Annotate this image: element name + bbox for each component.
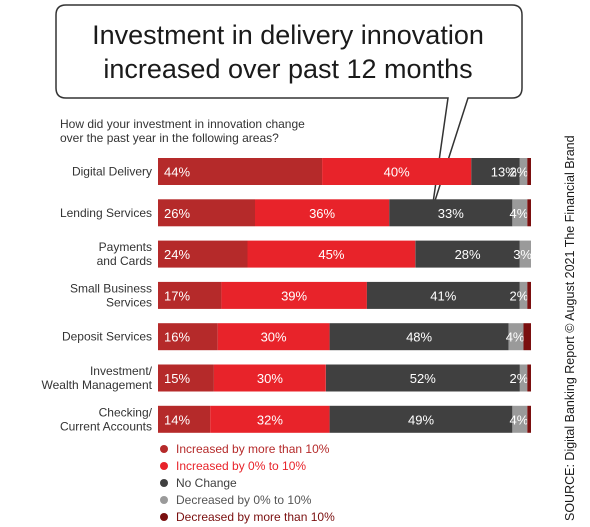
bar-segment xyxy=(527,158,531,185)
value-label: 36% xyxy=(309,206,335,221)
legend-item: Decreased by more than 10% xyxy=(160,508,335,525)
value-label: 4% xyxy=(506,330,525,345)
value-label: 33% xyxy=(438,206,464,221)
legend-item: Decreased by 0% to 10% xyxy=(160,491,335,508)
category-label: Lending Services xyxy=(60,206,152,220)
category-label: Small Business Services xyxy=(70,281,152,309)
legend-label: Increased by 0% to 10% xyxy=(176,459,306,473)
value-label: 24% xyxy=(164,247,190,262)
value-label: 45% xyxy=(318,247,344,262)
value-label: 17% xyxy=(164,288,190,303)
legend: Increased by more than 10% Increased by 0… xyxy=(160,440,335,525)
legend-swatch xyxy=(160,445,168,453)
legend-item: Increased by 0% to 10% xyxy=(160,457,335,474)
value-label: 2% xyxy=(510,288,529,303)
bar-segment xyxy=(527,406,531,433)
value-label: 28% xyxy=(455,247,481,262)
value-label: 2% xyxy=(510,371,529,386)
source-note: SOURCE: Digital Banking Report © August … xyxy=(563,91,577,521)
legend-swatch xyxy=(160,496,168,504)
legend-label: No Change xyxy=(176,476,237,490)
value-label: 26% xyxy=(164,206,190,221)
category-label: Checking/Current Accounts xyxy=(60,405,153,433)
legend-label: Decreased by more than 10% xyxy=(176,510,335,524)
value-label: 39% xyxy=(281,288,307,303)
value-label: 32% xyxy=(257,412,283,427)
value-label: 16% xyxy=(164,330,190,345)
value-label: 48% xyxy=(406,330,432,345)
legend-swatch xyxy=(160,479,168,487)
value-label: 14% xyxy=(164,412,190,427)
legend-label: Increased by more than 10% xyxy=(176,442,329,456)
bar-segment xyxy=(527,365,531,392)
bar-segment xyxy=(527,199,531,226)
legend-swatch xyxy=(160,462,168,470)
bar-segment xyxy=(524,323,532,350)
value-label: 49% xyxy=(408,412,434,427)
legend-item: Increased by more than 10% xyxy=(160,440,335,457)
value-label: 44% xyxy=(164,165,190,180)
legend-label: Decreased by 0% to 10% xyxy=(176,493,311,507)
legend-item: No Change xyxy=(160,474,335,491)
value-label: 52% xyxy=(410,371,436,386)
value-label: 3% xyxy=(513,247,532,262)
value-label: 30% xyxy=(261,330,287,345)
value-label: 30% xyxy=(257,371,283,386)
value-label: 4% xyxy=(510,206,529,221)
value-label: 4% xyxy=(510,412,529,427)
category-label: Investment/Wealth Management xyxy=(41,364,152,392)
value-label: 41% xyxy=(430,288,456,303)
value-label: 15% xyxy=(164,371,190,386)
bar-segment xyxy=(527,282,531,309)
category-label: Digital Delivery xyxy=(72,165,152,179)
category-label: Payments and Cards xyxy=(97,240,152,268)
category-label: Deposit Services xyxy=(62,330,152,344)
legend-swatch xyxy=(160,513,168,521)
value-label: 40% xyxy=(384,165,410,180)
value-label: 2% xyxy=(510,165,529,180)
